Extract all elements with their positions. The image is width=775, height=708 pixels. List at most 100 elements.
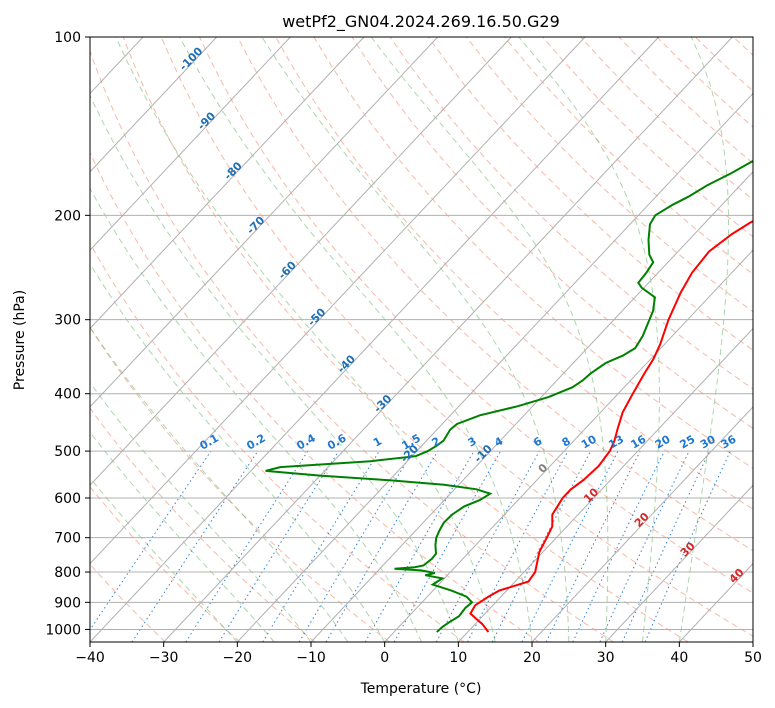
moist-adiabat xyxy=(90,326,349,642)
mixing-ratio-label: 16 xyxy=(629,432,649,451)
moist-adiabat xyxy=(90,187,422,642)
isotherm-label: -60 xyxy=(276,258,299,281)
dry-adiabat xyxy=(656,37,753,128)
dry-adiabat xyxy=(90,407,316,642)
series-lines xyxy=(265,159,753,633)
mixing-ratio-line xyxy=(90,450,212,631)
mixing-ratio-label: 36 xyxy=(719,432,739,451)
y-tick-label: 700 xyxy=(54,531,81,547)
y-tick-label: 900 xyxy=(54,595,81,611)
isotherm-label: -70 xyxy=(244,214,267,237)
isotherm-label: -40 xyxy=(335,352,358,375)
moist-adiabat xyxy=(90,431,275,642)
dry-adiabat xyxy=(694,37,753,92)
isotherm-label: -80 xyxy=(222,159,245,182)
isotherm-line xyxy=(457,327,753,642)
mixing-ratio-label: 20 xyxy=(653,432,673,451)
y-tick-label: 400 xyxy=(54,387,81,403)
y-tick-label: 600 xyxy=(54,491,81,507)
plot-frame xyxy=(89,36,754,643)
isotherm-line xyxy=(90,37,586,565)
isotherm-line xyxy=(90,37,512,486)
mixing-ratio-line xyxy=(325,450,439,642)
x-tick-label: −40 xyxy=(75,650,105,666)
isotherm-line xyxy=(90,37,365,330)
x-tick-label: −30 xyxy=(149,650,179,666)
mixing-ratio-line xyxy=(435,450,540,642)
x-tick-label: 20 xyxy=(523,650,541,666)
mixing-ratio-line xyxy=(572,450,665,642)
y-tick-label: 500 xyxy=(54,444,81,460)
dry-adiabat xyxy=(427,37,753,351)
temperature-profile-line xyxy=(469,219,753,633)
x-tick-label: −20 xyxy=(223,650,253,666)
dry-adiabat xyxy=(351,37,753,429)
y-tick-label: 800 xyxy=(54,565,81,581)
isotherm-label: -30 xyxy=(371,392,394,415)
adiabat-label: 40 xyxy=(727,566,747,586)
dewpoint-profile-line xyxy=(265,159,753,633)
moist-adiabat xyxy=(179,37,533,642)
mixing-ratio-label: 0.2 xyxy=(244,432,267,453)
isotherm-line xyxy=(90,37,660,642)
mixing-ratio-label: 30 xyxy=(698,432,718,451)
isotherm-line xyxy=(90,37,291,251)
x-tick-label: 0 xyxy=(380,650,389,666)
y-tick-label: 200 xyxy=(54,208,81,224)
moist-adiabat xyxy=(115,37,496,642)
x-tick-label: 30 xyxy=(597,650,615,666)
y-axis: 100 200 300 400 500 600 700 800 900 1000 xyxy=(45,30,90,638)
mixing-ratio-label: 10 xyxy=(579,432,599,451)
x-axis: −40 −30 −20 −10 0 10 20 30 40 50 xyxy=(75,642,762,666)
isotherm-line xyxy=(90,37,439,408)
isotherm-line xyxy=(752,641,753,642)
dry-adiabat xyxy=(90,49,614,642)
dry-adiabat xyxy=(313,37,753,469)
grid-lines xyxy=(0,37,753,642)
mixing-ratio-line xyxy=(131,450,259,642)
mixing-ratio-label: 6 xyxy=(531,434,544,449)
mixing-ratio-line xyxy=(545,450,641,642)
isotherm-line xyxy=(0,37,69,642)
mixing-ratio-line xyxy=(298,450,414,642)
x-tick-label: 40 xyxy=(670,650,688,666)
y-axis-label: Pressure (hPa) xyxy=(12,290,28,390)
background-lines xyxy=(90,37,775,642)
dry-adiabat xyxy=(160,37,753,637)
mixing-ratio-label: 25 xyxy=(677,433,697,452)
isotherm-label: -100 xyxy=(177,44,206,73)
mixing-ratio-line xyxy=(621,450,711,642)
isotherm-line xyxy=(163,37,733,642)
moist-adiabat xyxy=(678,37,729,642)
x-tick-label: 10 xyxy=(449,650,467,666)
y-tick-label: 100 xyxy=(54,30,81,46)
mixing-ratio-line xyxy=(185,450,309,642)
isotherm-label: -50 xyxy=(305,305,328,328)
x-tick-label: −10 xyxy=(296,650,326,666)
mixing-ratio-label: 13 xyxy=(606,433,626,452)
dry-adiabat xyxy=(389,37,753,390)
mixing-ratio-label: 8 xyxy=(560,435,573,450)
isotherm-label: -90 xyxy=(195,109,218,132)
moist-adiabat xyxy=(261,37,570,642)
line-labels: 0.1 0.2 0.4 0.6 1 1.5 2 3 4 6 8 10 13 16 20 25 30 36-100-… xyxy=(177,44,747,585)
moist-adiabat xyxy=(370,37,609,642)
dry-adiabat xyxy=(618,37,753,164)
mixing-ratio-label: 0.4 xyxy=(294,431,318,452)
x-axis-label: Temperature (°C) xyxy=(360,681,482,697)
dry-adiabat xyxy=(90,242,465,642)
isotherm-line xyxy=(236,92,753,642)
mixing-ratio-line xyxy=(262,450,380,642)
dry-adiabat xyxy=(771,37,775,642)
dry-adiabat xyxy=(275,37,753,510)
mixing-ratio-label: 0.1 xyxy=(198,432,221,453)
dry-adiabat xyxy=(90,151,540,642)
x-tick-label: 50 xyxy=(744,650,762,666)
mixing-ratio-label: 1 xyxy=(371,435,384,450)
isotherm-line xyxy=(384,249,753,642)
adiabat-label: 30 xyxy=(678,539,698,559)
y-tick-label: 300 xyxy=(54,313,81,329)
isotherm-line xyxy=(531,406,753,642)
mixing-ratio-line xyxy=(599,450,690,642)
